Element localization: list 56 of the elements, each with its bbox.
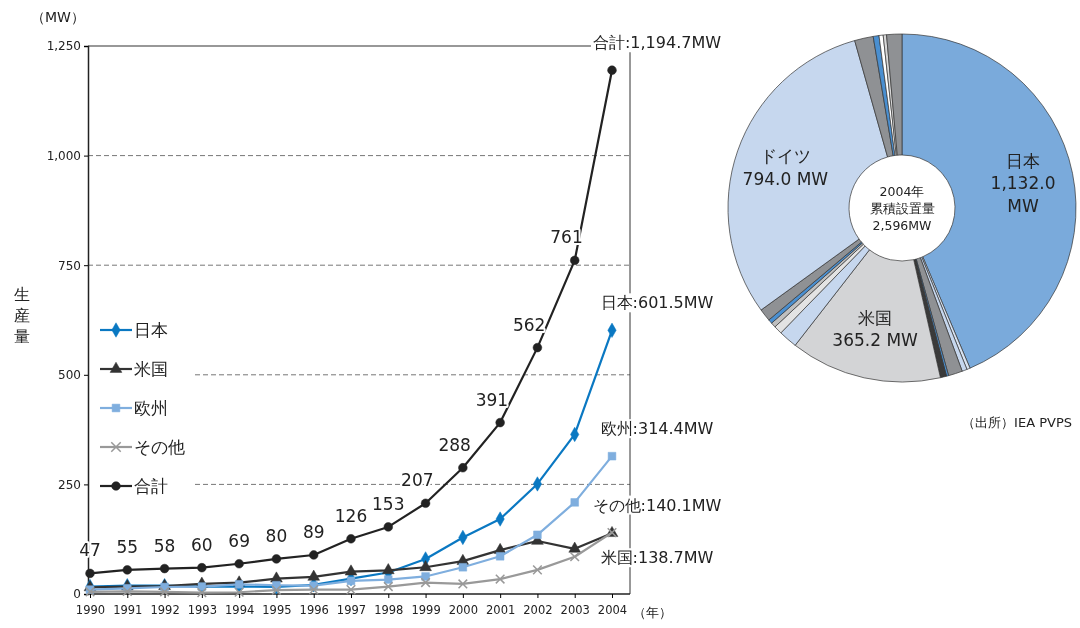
data-label: 391 <box>475 389 509 410</box>
annotation: その他:140.1MW <box>592 495 722 515</box>
x-tick-label: 1992 <box>150 602 180 617</box>
data-label: 69 <box>228 530 250 551</box>
data-label: 80 <box>265 525 288 546</box>
text: （MW） <box>31 9 85 25</box>
data-label: 288 <box>438 434 471 455</box>
x-tick-label: 1997 <box>336 602 367 617</box>
x-tick-label: 2003 <box>560 602 590 617</box>
data-label: 89 <box>302 521 325 542</box>
text: （出所）IEA PVPS <box>962 415 1072 430</box>
data-label: 55 <box>116 536 139 557</box>
legend-label: 日本 <box>134 320 168 340</box>
y-tick-label: 500 <box>58 368 81 383</box>
legend-label: 合計 <box>134 476 168 496</box>
y-tick-label: 1,250 <box>46 39 81 54</box>
text: 2,596MW <box>872 218 932 233</box>
slice-label: ドイツ <box>759 146 811 167</box>
data-label: 1,132.0 MW <box>990 173 1056 216</box>
x-tick-label: 2000 <box>448 602 478 617</box>
annotation: 米国:138.7MW <box>600 548 714 568</box>
data-label: 365.2 MW <box>832 329 919 350</box>
x-tick-label: 2002 <box>523 602 553 617</box>
text: 2004年 <box>879 184 925 199</box>
x-tick-label: 2004 <box>597 602 628 617</box>
x-tick-label: 1991 <box>113 602 143 617</box>
data-label: 60 <box>191 534 213 555</box>
y-tick-label: 750 <box>58 258 81 273</box>
annotation: 合計:1,194.7MW <box>592 33 722 53</box>
x-tick-label: 1993 <box>187 602 217 617</box>
annotation: 日本:601.5MW <box>600 293 714 313</box>
x-tick-label: 1999 <box>411 602 441 617</box>
data-label: 794.0 MW <box>742 168 829 189</box>
x-tick-label: 1995 <box>262 602 292 617</box>
x-tick-label: 1996 <box>299 602 329 617</box>
data-label: 126 <box>334 505 368 526</box>
x-tick-label: 1994 <box>225 602 255 617</box>
legend-label: 欧州 <box>134 398 168 418</box>
y-tick-label: 1,000 <box>46 148 81 163</box>
legend-label: その他 <box>134 437 185 457</box>
x-tick-label: 1990 <box>75 602 106 617</box>
slice-label: 米国 <box>858 307 893 328</box>
annotation: 欧州:314.4MW <box>600 419 714 439</box>
legend-label: 米国 <box>134 359 168 379</box>
data-label: 153 <box>372 493 405 514</box>
slice-label: 日本 <box>1006 151 1041 172</box>
data-label: 207 <box>401 470 434 491</box>
x-tick-label: 1998 <box>374 602 404 617</box>
data-label: 58 <box>153 535 176 556</box>
y-tick-label: 250 <box>58 477 81 492</box>
x-tick-label: 2001 <box>486 602 516 617</box>
text: 累積設置量 <box>869 201 935 216</box>
x-axis-title: （年） <box>632 605 672 620</box>
data-label: 562 <box>512 314 546 335</box>
y-axis-title: 生産量 <box>14 285 30 346</box>
y-tick-label: 0 <box>73 587 81 602</box>
